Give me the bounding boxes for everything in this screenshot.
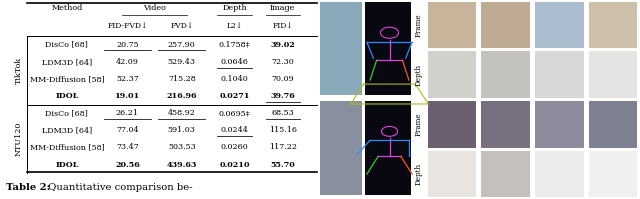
Bar <box>428 2 476 48</box>
Text: Frame: Frame <box>415 13 422 37</box>
Text: 0.1040: 0.1040 <box>221 75 248 83</box>
Bar <box>365 101 410 195</box>
Text: 439.63: 439.63 <box>166 161 197 169</box>
Text: MM-Diffusion [58]: MM-Diffusion [58] <box>29 75 104 83</box>
Bar <box>589 2 637 48</box>
Text: 55.70: 55.70 <box>270 161 295 169</box>
Text: 52.37: 52.37 <box>116 75 139 83</box>
Text: IDOL: IDOL <box>55 161 79 169</box>
Bar <box>589 51 637 98</box>
Text: Frame: Frame <box>415 113 422 136</box>
Text: 0.0244: 0.0244 <box>221 126 248 134</box>
Bar <box>320 101 362 195</box>
Bar <box>535 101 584 148</box>
Text: Depth: Depth <box>415 163 422 185</box>
Bar <box>428 101 476 148</box>
Bar <box>589 151 637 197</box>
Text: 73.47: 73.47 <box>116 143 139 151</box>
Text: 591.03: 591.03 <box>168 126 196 134</box>
Text: 0.0646: 0.0646 <box>221 58 248 66</box>
Text: MM-Diffusion [58]: MM-Diffusion [58] <box>29 143 104 151</box>
Text: FID-FVD↓: FID-FVD↓ <box>108 22 148 30</box>
Text: FVD↓: FVD↓ <box>170 22 193 30</box>
Text: 503.53: 503.53 <box>168 143 196 151</box>
Bar <box>589 101 637 148</box>
Text: FID↓: FID↓ <box>272 22 293 30</box>
Text: 68.53: 68.53 <box>271 109 294 117</box>
Text: 70.09: 70.09 <box>271 75 294 83</box>
Text: NTU120: NTU120 <box>15 122 23 156</box>
Text: 20.56: 20.56 <box>115 161 140 169</box>
Text: 257.90: 257.90 <box>168 41 196 49</box>
Text: Table 2:: Table 2: <box>6 183 51 192</box>
Text: Video: Video <box>143 5 166 13</box>
Bar <box>481 2 530 48</box>
Bar <box>535 51 584 98</box>
Bar <box>320 2 362 95</box>
Bar <box>365 2 410 95</box>
Text: LDM3D [64]: LDM3D [64] <box>42 126 92 134</box>
Text: 529.43: 529.43 <box>168 58 196 66</box>
Bar <box>481 101 530 148</box>
Text: TikTok: TikTok <box>15 57 23 84</box>
Text: Quantitative comparison be-: Quantitative comparison be- <box>42 183 193 192</box>
Text: Method: Method <box>51 5 83 13</box>
Text: 117.22: 117.22 <box>269 143 297 151</box>
Text: 26.21: 26.21 <box>116 109 139 117</box>
Text: 715.28: 715.28 <box>168 75 196 83</box>
Text: 39.02: 39.02 <box>270 41 295 49</box>
Text: 0.0260: 0.0260 <box>221 143 248 151</box>
Bar <box>481 51 530 98</box>
Text: 458.92: 458.92 <box>168 109 196 117</box>
Text: 19.01: 19.01 <box>115 92 140 100</box>
Text: Image: Image <box>270 5 295 13</box>
Text: 216.96: 216.96 <box>166 92 197 100</box>
Text: LDM3D [64]: LDM3D [64] <box>42 58 92 66</box>
Text: 39.76: 39.76 <box>270 92 295 100</box>
Bar <box>535 2 584 48</box>
Text: 115.16: 115.16 <box>269 126 297 134</box>
Text: Depth: Depth <box>222 5 247 13</box>
Text: 77.04: 77.04 <box>116 126 139 134</box>
Text: 0.0210: 0.0210 <box>220 161 250 169</box>
Bar <box>481 151 530 197</box>
Text: 0.0271: 0.0271 <box>220 92 250 100</box>
Text: IDOL: IDOL <box>55 92 79 100</box>
Text: 72.30: 72.30 <box>271 58 294 66</box>
Text: DisCo [68]: DisCo [68] <box>45 109 88 117</box>
Text: 0.0695‡: 0.0695‡ <box>219 109 250 117</box>
Text: 20.75: 20.75 <box>116 41 139 49</box>
Bar <box>428 151 476 197</box>
Bar <box>535 151 584 197</box>
Text: 42.09: 42.09 <box>116 58 139 66</box>
Text: DisCo [68]: DisCo [68] <box>45 41 88 49</box>
Bar <box>428 51 476 98</box>
Text: 0.1758‡: 0.1758‡ <box>219 41 250 49</box>
Text: Depth: Depth <box>415 63 422 86</box>
Text: L2↓: L2↓ <box>227 22 243 30</box>
